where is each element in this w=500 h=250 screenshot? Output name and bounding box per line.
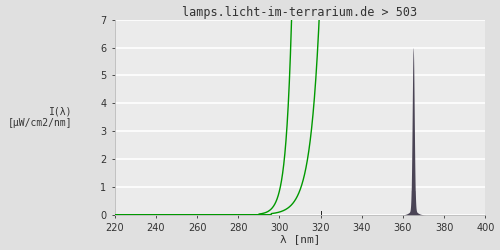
X-axis label: λ [nm]: λ [nm] <box>280 234 320 244</box>
Title: lamps.licht-im-terrarium.de > 503: lamps.licht-im-terrarium.de > 503 <box>182 6 418 18</box>
Y-axis label: I(λ)
[μW/cm2/nm]: I(λ) [μW/cm2/nm] <box>8 106 72 128</box>
